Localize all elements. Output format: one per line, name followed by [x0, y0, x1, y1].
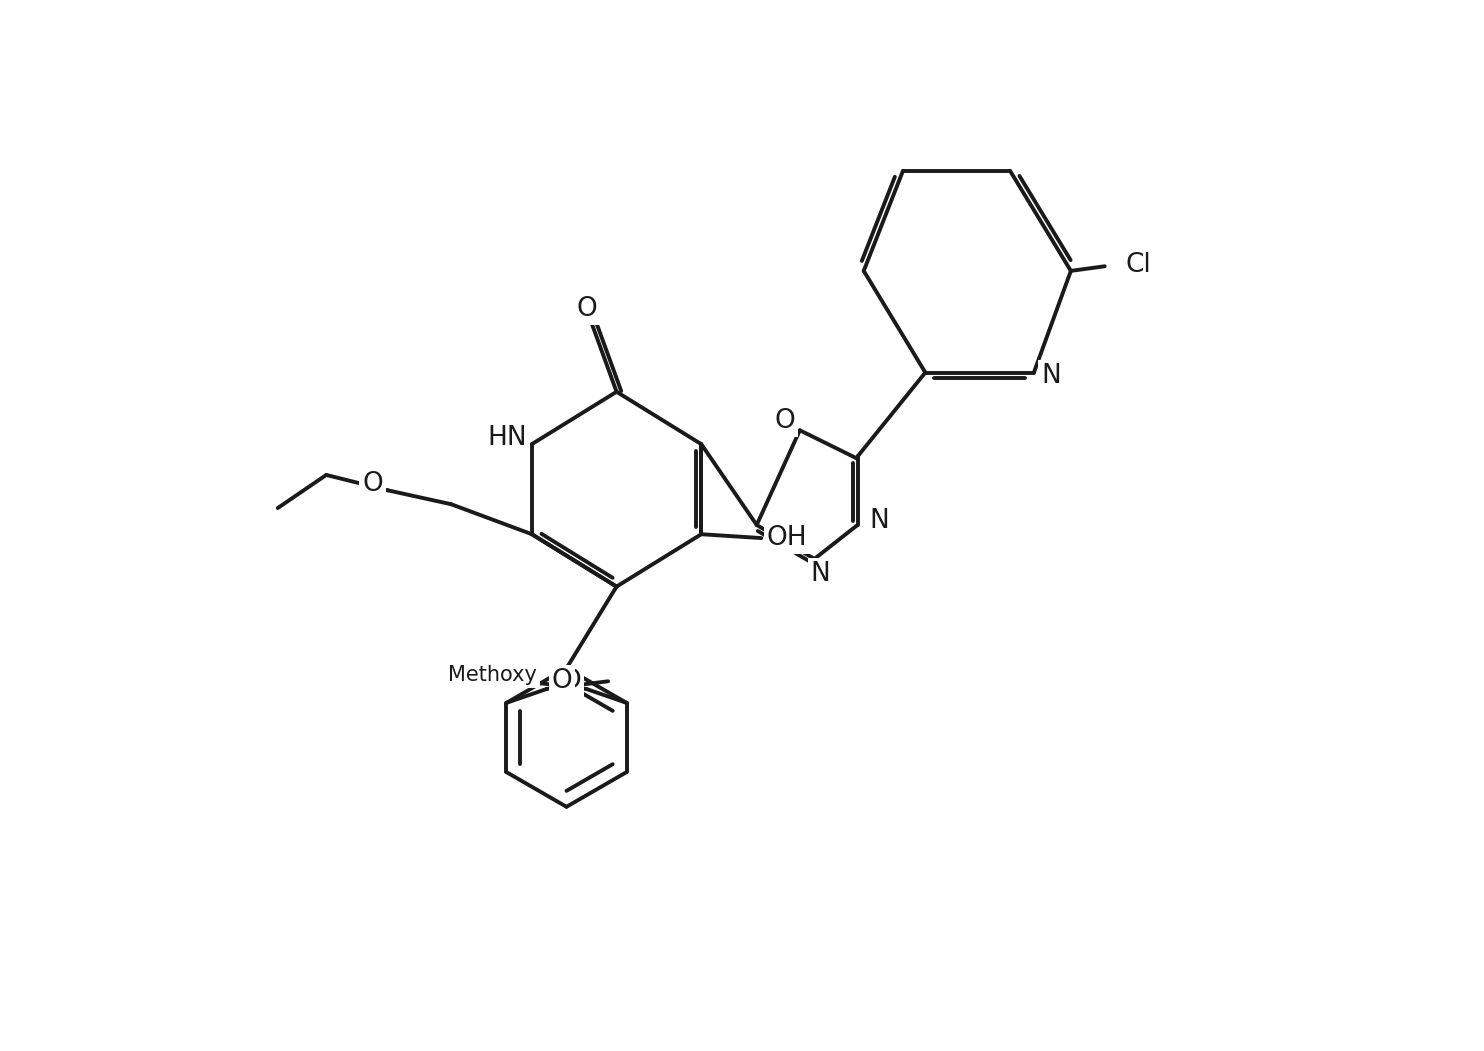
Text: N: N — [1040, 364, 1061, 389]
Text: O: O — [552, 668, 573, 695]
Text: Methoxy: Methoxy — [448, 665, 537, 685]
Text: N: N — [870, 508, 889, 534]
Text: O: O — [775, 408, 795, 434]
Text: O: O — [577, 295, 598, 322]
Text: O: O — [362, 471, 383, 497]
Text: N: N — [810, 561, 831, 588]
Text: OH: OH — [766, 526, 807, 551]
Text: HN: HN — [487, 425, 527, 451]
Text: O: O — [561, 668, 582, 695]
Text: Cl: Cl — [1126, 252, 1152, 277]
